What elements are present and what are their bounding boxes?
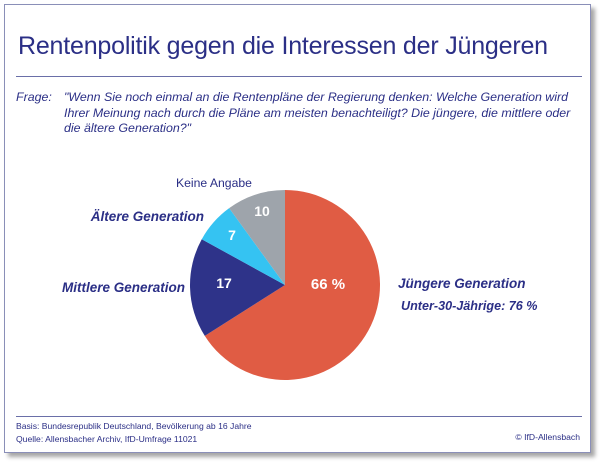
pie-slice-4 [229, 190, 285, 285]
slice-value-label: 10 [254, 203, 270, 219]
chart-annotation: Unter-30-Jährige: 76 % [401, 299, 537, 313]
footer-source: Quelle: Allensbacher Archiv, IfD-Umfrage… [16, 433, 198, 444]
footer-basis: Basis: Bundesrepublik Deutschland, Bevöl… [16, 421, 252, 431]
footer-rule [16, 416, 582, 417]
pie-slice-3 [201, 208, 285, 285]
slice-value-label: 7 [228, 227, 236, 243]
slice-category-label: Keine Angabe [176, 176, 252, 190]
slice-value-label: 66 % [311, 276, 345, 293]
footer: Basis: Bundesrepublik Deutschland, Bevöl… [16, 420, 252, 445]
pie-slice-1 [204, 190, 381, 381]
question-text: "Wenn Sie noch einmal an die Rentenpläne… [64, 90, 571, 135]
question-label: Frage: [16, 90, 52, 104]
title-rule [16, 76, 582, 77]
slice-category-label: Jüngere Generation [398, 276, 526, 291]
slice-value-label: 17 [216, 275, 232, 291]
slice-category-label: Ältere Generation [90, 209, 204, 224]
pie-slice-2 [190, 239, 285, 336]
page-title: Rentenpolitik gegen die Interessen der J… [18, 32, 548, 60]
copyright: © IfD-Allensbach [515, 432, 580, 442]
slice-category-label: Mittlere Generation [62, 280, 185, 295]
